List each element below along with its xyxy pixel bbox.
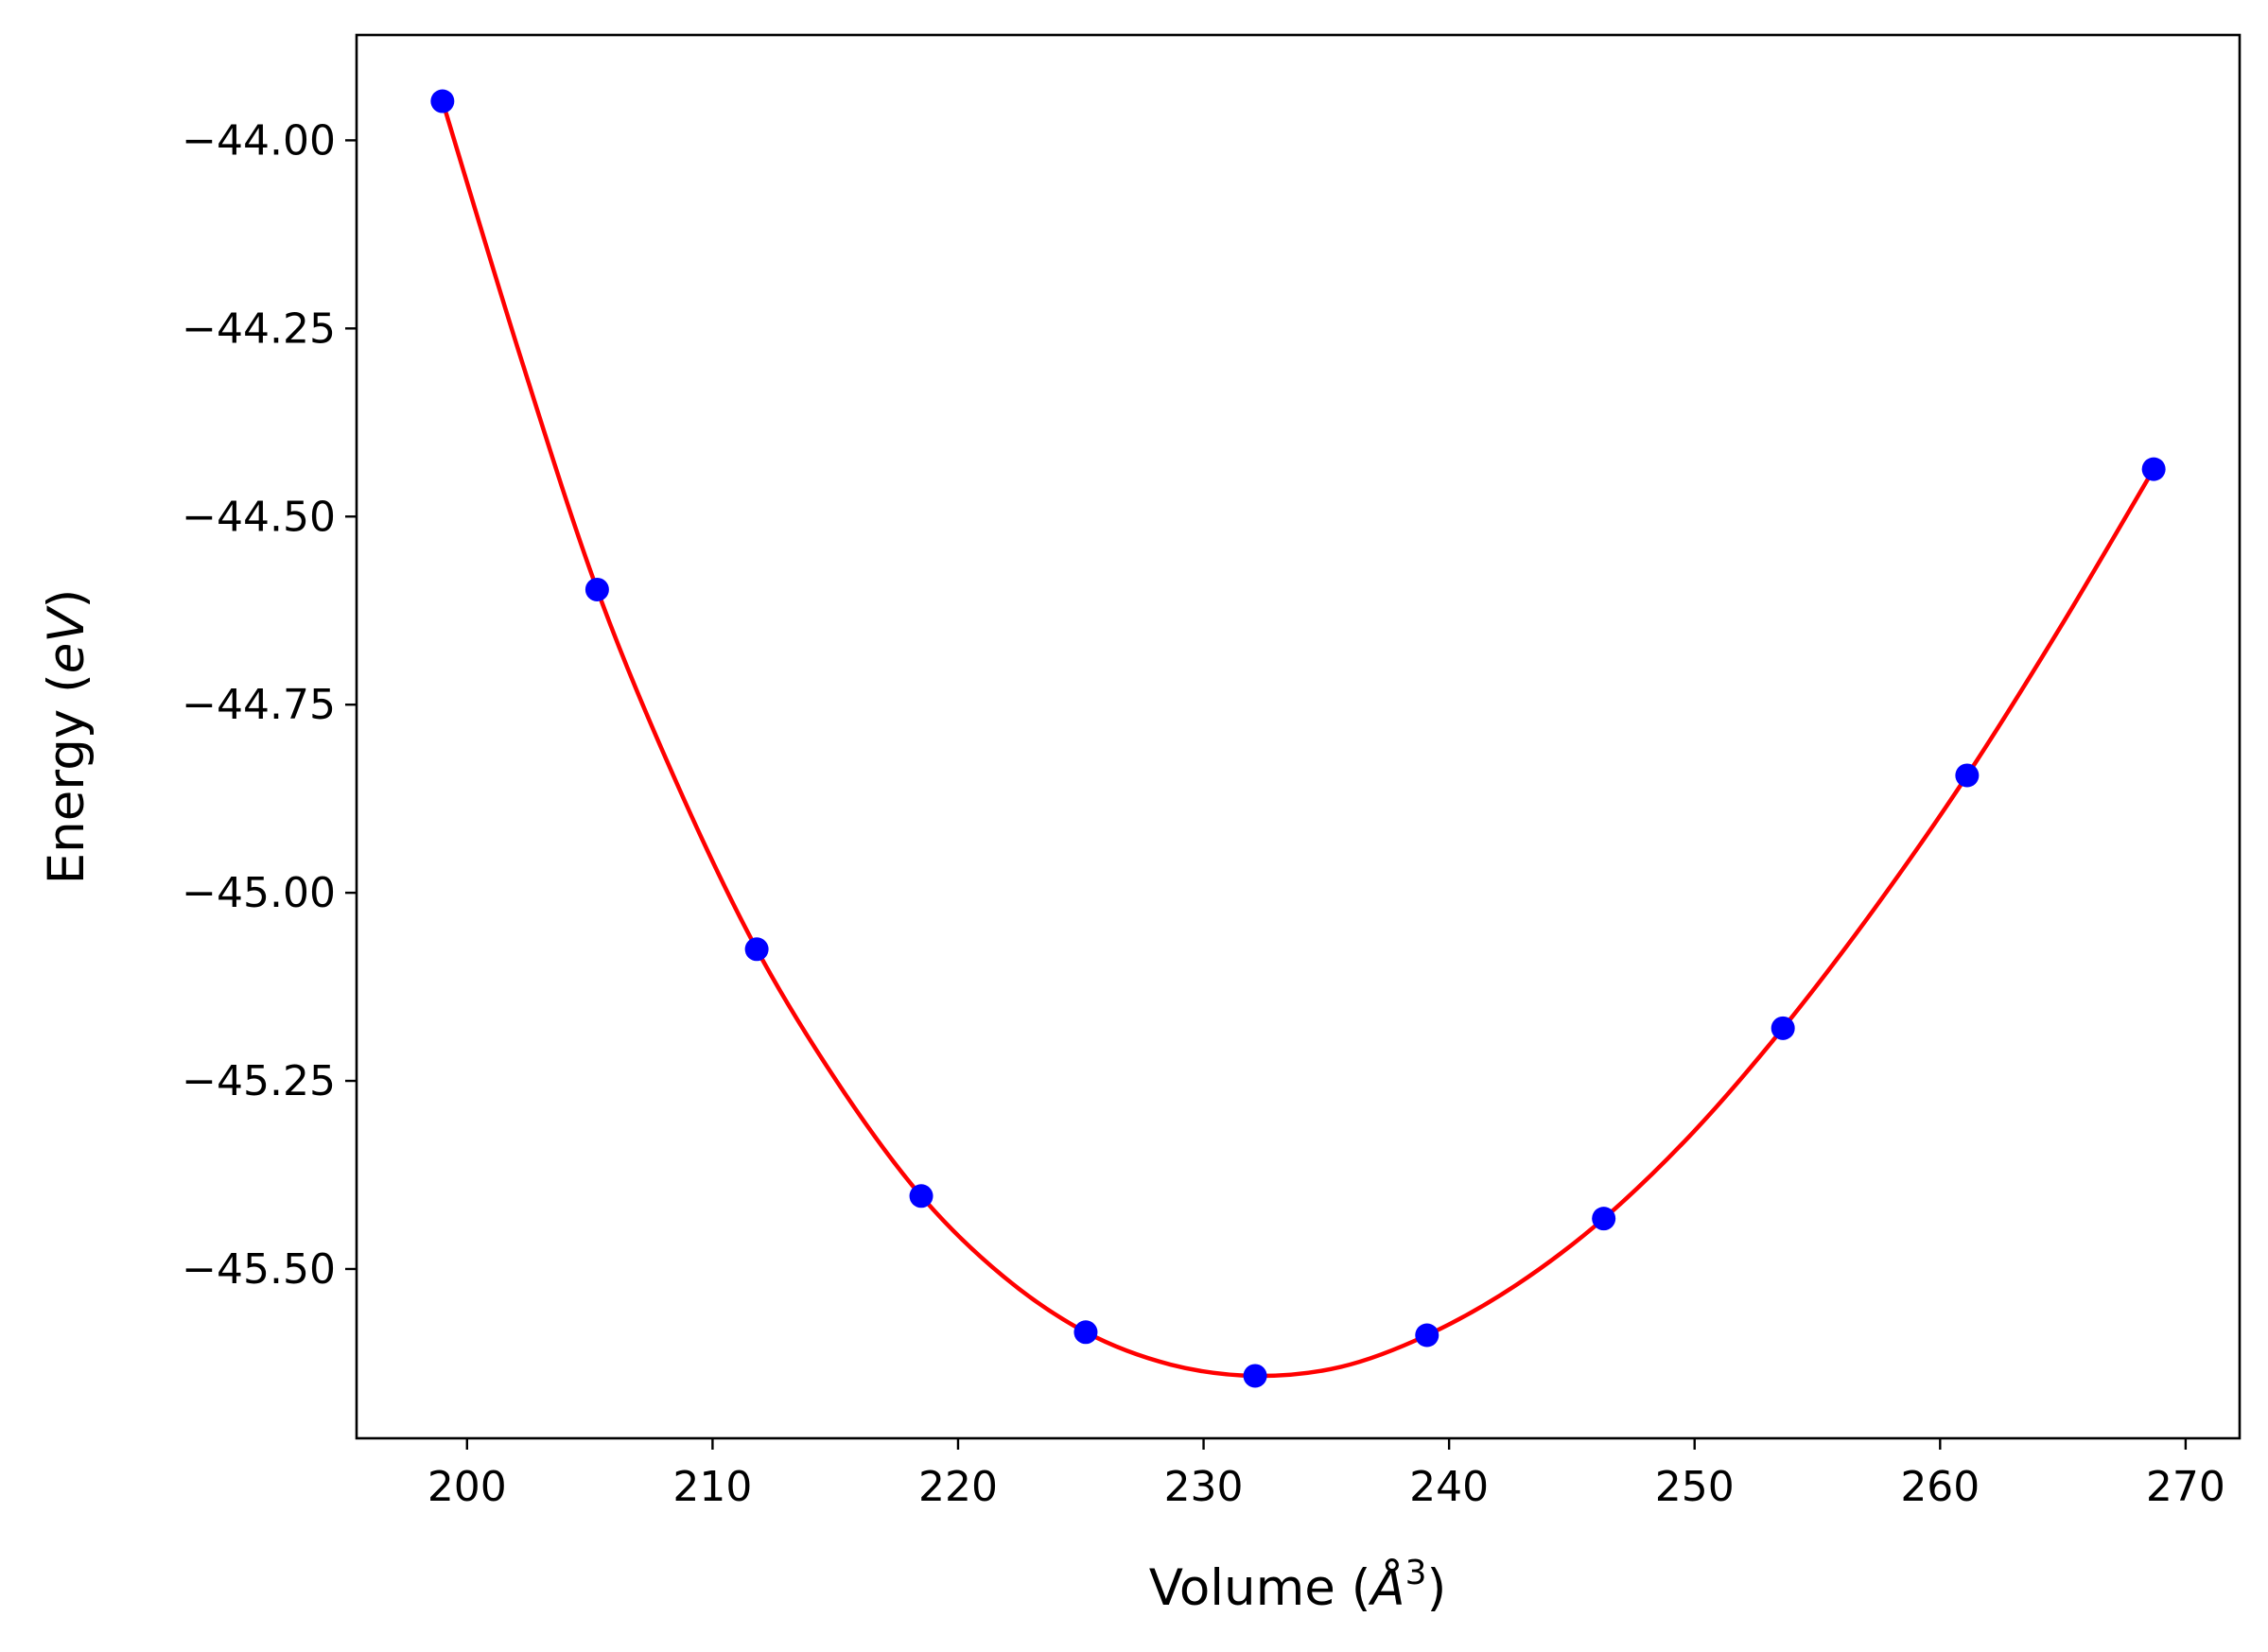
fit-curve-line <box>440 98 2156 1379</box>
y-tick-label: −44.25 <box>182 304 336 353</box>
data-point <box>2141 457 2166 481</box>
x-tick-label: 260 <box>1900 1463 1980 1511</box>
data-point <box>1073 1320 1098 1345</box>
x-axis-label: Volume (Å3) <box>1149 1554 1447 1617</box>
x-axis-ticks: 200 210 220 230 240 250 260 270 <box>427 1438 2225 1511</box>
data-point <box>1415 1323 1439 1348</box>
x-tick-label: 210 <box>672 1463 752 1511</box>
x-tick-label: 270 <box>2146 1463 2225 1511</box>
x-tick-label: 230 <box>1164 1463 1244 1511</box>
y-axis-ticks: −44.00 −44.25 −44.50 −44.75 −45.00 −45.25 −45.… <box>182 116 357 1294</box>
plot-frame <box>355 33 2242 1440</box>
plot-layer <box>430 89 2166 1388</box>
data-point <box>744 937 769 962</box>
data-point <box>1771 1016 1795 1040</box>
data-point <box>584 577 609 601</box>
x-tick-label: 240 <box>1409 1463 1489 1511</box>
x-tick-label: 220 <box>918 1463 998 1511</box>
x-tick-label: 200 <box>427 1463 507 1511</box>
data-point <box>1243 1364 1267 1388</box>
y-tick-label: −45.50 <box>182 1245 336 1294</box>
y-tick-label: −44.50 <box>182 493 336 541</box>
data-point <box>909 1184 933 1209</box>
data-point <box>1955 763 1980 788</box>
y-tick-label: −45.00 <box>182 869 336 917</box>
y-tick-label: −44.75 <box>182 681 336 729</box>
y-tick-label: −44.00 <box>182 116 336 165</box>
y-axis-label: Energy (eV) <box>38 589 96 885</box>
data-point <box>430 89 455 113</box>
y-tick-label: −45.25 <box>182 1057 336 1105</box>
x-tick-label: 250 <box>1655 1463 1735 1511</box>
data-point <box>1592 1207 1616 1231</box>
